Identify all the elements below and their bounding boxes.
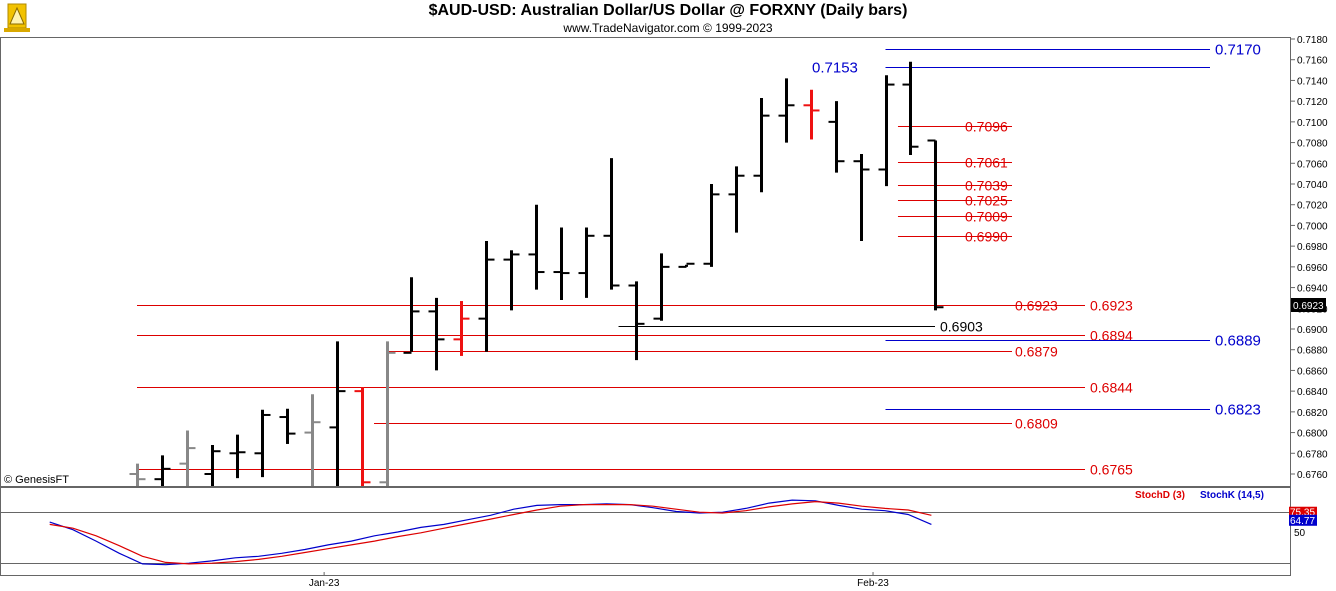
level-label: 0.6844 — [1090, 380, 1133, 396]
level-label: 0.6765 — [1090, 462, 1133, 478]
stoch-series-line — [49, 499, 932, 566]
price-axis-label: 0.7120 — [1297, 97, 1328, 108]
stoch-legend-item: StochD (3) — [1135, 490, 1185, 501]
stoch-value-badge — [1289, 514, 1317, 526]
price-panel-frame — [0, 37, 1291, 487]
level-label: 0.7096 — [965, 119, 1008, 135]
price-axis-label: 0.7100 — [1297, 118, 1328, 129]
level-label: 0.7153 — [812, 60, 858, 77]
stoch-value-label: 64.77 — [1290, 516, 1315, 527]
price-axis-label: 0.6820 — [1297, 408, 1328, 419]
level-label: 0.6923 — [1090, 298, 1133, 314]
level-label: 0.7009 — [965, 209, 1008, 225]
price-axis-label: 0.6880 — [1297, 346, 1328, 357]
level-label: 0.7025 — [965, 193, 1008, 209]
price-axis-label: 0.6960 — [1297, 263, 1328, 274]
watermark-text: © GenesisFT — [4, 474, 69, 486]
price-axis-label: 0.7160 — [1297, 56, 1328, 67]
level-label: 0.6894 — [1090, 328, 1133, 344]
level-label: 0.6809 — [1015, 416, 1058, 432]
level-label: 0.7170 — [1215, 42, 1261, 59]
price-axis-label: 0.7060 — [1297, 159, 1328, 170]
stoch-axis-label: 50 — [1294, 528, 1306, 539]
chart-subtitle: www.TradeNavigator.com © 1999-2023 — [563, 21, 773, 35]
stoch-legend-item: StochK (14,5) — [1200, 490, 1264, 501]
price-axis: 0.7180 0.7160 0.7140 0.7120 0.7100 0.7080 0.70… — [1290, 35, 1328, 481]
level-label: 0.6879 — [1015, 344, 1058, 360]
last-price-badge — [1291, 298, 1326, 312]
stoch-value-badge — [1289, 506, 1317, 518]
price-axis-label: 0.7140 — [1297, 76, 1328, 87]
price-axis-label: 0.6980 — [1297, 242, 1328, 253]
stoch-value-label: 75.35 — [1290, 508, 1315, 519]
level-label: 0.6903 — [940, 319, 983, 335]
level-label: 0.6923 — [1015, 298, 1058, 314]
price-axis-label: 0.6760 — [1297, 470, 1328, 481]
price-axis-label: 0.6860 — [1297, 366, 1328, 377]
price-axis-label: 0.7040 — [1297, 180, 1328, 191]
price-axis-label: 0.6840 — [1297, 387, 1328, 398]
price-axis-label: 0.7020 — [1297, 201, 1328, 212]
genesis-logo-icon — [2, 2, 32, 39]
level-label: 0.6889 — [1215, 333, 1261, 350]
level-label: 0.6823 — [1215, 402, 1261, 419]
chart-header: $AUD-USD: Australian Dollar/US Dollar @ … — [0, 0, 1336, 37]
stoch-series-line — [49, 500, 932, 565]
level-label: 0.6990 — [965, 229, 1008, 245]
level-label: 0.7061 — [965, 155, 1008, 171]
support-resistance-levels: 0.7170 0.7153 0.7096 0.7061 0.70390.70250.70… — [137, 42, 1261, 478]
price-axis-label: 0.6900 — [1297, 325, 1328, 336]
date-axis-label: Feb-23 — [857, 578, 889, 589]
price-axis-label: 0.6800 — [1297, 429, 1328, 440]
price-axis-label: 0.7180 — [1297, 35, 1328, 46]
price-axis-label: 0.6940 — [1297, 284, 1328, 295]
price-axis-label: 0.6780 — [1297, 449, 1328, 460]
price-axis-label: 0.7080 — [1297, 139, 1328, 150]
date-axis-label: Jan-23 — [309, 578, 340, 589]
price-bars — [129, 61, 944, 486]
chart-title: $AUD-USD: Australian Dollar/US Dollar @ … — [428, 2, 908, 19]
last-price-label: 0.6923 — [1293, 301, 1324, 312]
level-label: 0.7039 — [965, 178, 1008, 194]
price-axis-label: 0.7000 — [1297, 221, 1328, 232]
